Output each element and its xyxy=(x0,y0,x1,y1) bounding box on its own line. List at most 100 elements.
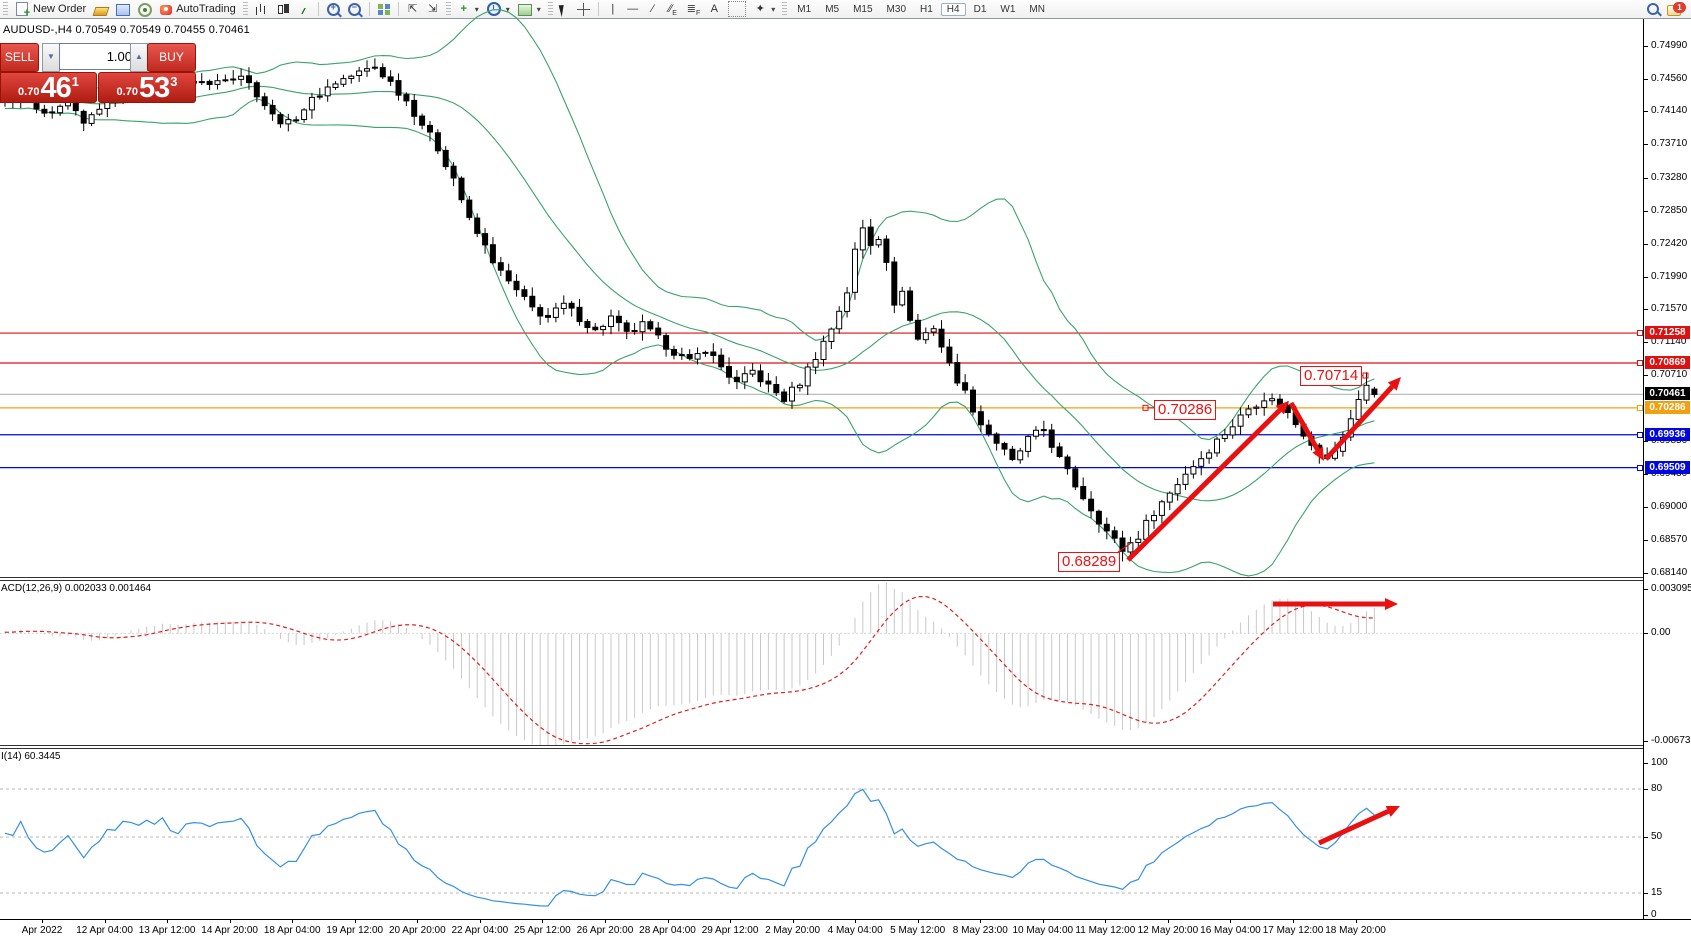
crosshair-tool-button[interactable] xyxy=(573,2,594,17)
trend-arrow[interactable] xyxy=(1317,809,1390,846)
date-tick-label: 25 Apr 12:00 xyxy=(514,925,571,936)
buy-price-panel[interactable]: 0.70 53 3 xyxy=(98,72,196,103)
timeframe-button-m1[interactable]: M1 xyxy=(797,3,812,15)
timeframe-button-m15[interactable]: M15 xyxy=(853,3,873,15)
trendline-tool-button[interactable]: ∕ xyxy=(643,1,663,17)
text-tool-button[interactable]: A xyxy=(704,1,724,17)
zoom-in-button[interactable]: + xyxy=(323,2,344,17)
timeframe-button-w1[interactable]: W1 xyxy=(1000,3,1016,15)
bar-chart-button[interactable] xyxy=(251,2,272,16)
horizontal-line-tool-button[interactable]: — xyxy=(623,1,643,17)
chart-shift-button[interactable]: ⇲ xyxy=(423,1,443,17)
timeframe-button-h4[interactable]: H4 xyxy=(940,2,966,16)
toolbar-grip[interactable] xyxy=(445,2,451,16)
templates-icon xyxy=(517,3,532,16)
trend-arrow[interactable] xyxy=(1126,408,1282,562)
date-tick-label: 11 May 12:00 xyxy=(1075,925,1136,936)
buy-price-sup: 3 xyxy=(170,74,178,89)
zoom-out-button[interactable]: − xyxy=(344,2,365,17)
trend-arrow[interactable] xyxy=(1288,401,1320,451)
price-tick-label: 0.73710 xyxy=(1651,138,1688,150)
price-tick-mark xyxy=(1644,243,1648,245)
price-tick-label: 0.73280 xyxy=(1651,171,1688,183)
notifications-button[interactable]: 1 xyxy=(1663,1,1686,17)
timeframe-button-h1[interactable]: H1 xyxy=(920,3,933,15)
price-tick-label: 0.69000 xyxy=(1651,500,1688,512)
candles-layer[interactable] xyxy=(2,58,1378,562)
sell-price-panel[interactable]: 0.70 46 1 xyxy=(0,72,97,103)
timeframe-button-m30[interactable]: M30 xyxy=(886,3,906,15)
time-axis[interactable]: Apr 2022 12 Apr 04:00 13 Apr 12:00 14 Apr 2… xyxy=(0,919,1691,939)
autotrading-button[interactable]: AutoTrading xyxy=(156,2,240,16)
date-tick-label: 8 May 23:00 xyxy=(952,925,1008,936)
data-window-button[interactable] xyxy=(112,2,134,17)
callout-anchor-square[interactable] xyxy=(1362,372,1369,379)
buy-button[interactable]: BUY xyxy=(147,43,196,72)
text-label-icon xyxy=(728,1,747,17)
date-tick-label: 20 Apr 20:00 xyxy=(388,925,446,936)
navigator-button[interactable] xyxy=(134,1,156,18)
price-callout[interactable]: 0.68289 xyxy=(1058,552,1121,572)
trendline-icon: ∕ xyxy=(651,3,654,15)
chart-ohlc-header: AUDUSD-,H4 0.70549 0.70549 0.70455 0.704… xyxy=(3,24,250,36)
date-tick-label: Apr 2022 xyxy=(21,925,63,936)
volume-input[interactable]: 1.00 xyxy=(59,43,139,70)
vertical-line-tool-button[interactable]: | xyxy=(603,1,623,17)
toolbar-grip[interactable] xyxy=(242,2,248,16)
volume-decrease-button[interactable]: ▼ xyxy=(42,43,60,72)
trend-arrow[interactable] xyxy=(1324,384,1395,461)
date-tick-mark xyxy=(479,920,481,923)
text-label-tool-button[interactable] xyxy=(724,0,750,18)
templates-button[interactable]: ▾ xyxy=(514,2,545,17)
line-chart-icon xyxy=(296,3,310,15)
candlestick-chart-button[interactable] xyxy=(272,2,293,16)
trend-arrow-head[interactable] xyxy=(1387,377,1401,391)
equidistant-channel-tool-button[interactable]: ∕∕E xyxy=(663,1,683,17)
timeframe-button-mn[interactable]: MN xyxy=(1029,3,1045,15)
periods-button[interactable]: ▾ xyxy=(483,1,514,17)
level-line-anchor-square xyxy=(1637,330,1643,337)
fibonacci-tool-button[interactable]: ≣F xyxy=(683,1,705,17)
trend-arrow-head[interactable] xyxy=(1385,805,1400,817)
macd-histogram xyxy=(4,582,1375,745)
toolbar-grip[interactable] xyxy=(3,2,8,16)
line-chart-button[interactable] xyxy=(293,2,314,16)
indicators-button[interactable]: + ▾ xyxy=(454,1,483,17)
timeframe-button-d1[interactable]: D1 xyxy=(973,3,987,15)
price-tick-mark xyxy=(1644,46,1648,47)
price-callout[interactable]: 0.70714 xyxy=(1300,366,1363,386)
tile-windows-button[interactable] xyxy=(374,2,394,16)
date-tick-mark xyxy=(1042,920,1044,923)
toolbar-grip[interactable] xyxy=(547,2,553,16)
chat-bubble-icon: 1 xyxy=(1667,1,1686,16)
zoom-in-icon: + xyxy=(326,2,340,16)
date-tick-mark xyxy=(417,920,419,923)
search-button[interactable] xyxy=(1643,2,1663,16)
price-axis[interactable]: 0.74990 0.74560 0.74140 0.73710 0.73280 0.728… xyxy=(1637,19,1691,920)
date-tick-label: 22 Apr 04:00 xyxy=(451,925,509,936)
chevron-down-icon: ▾ xyxy=(536,4,541,14)
timeframe-button-m5[interactable]: M5 xyxy=(825,3,840,15)
toolbar-grip[interactable] xyxy=(782,2,788,16)
auto-scroll-button[interactable]: ⇱ xyxy=(403,1,423,17)
trend-arrow-head[interactable] xyxy=(1385,598,1398,610)
price-tick-mark xyxy=(1644,837,1648,838)
new-order-button[interactable]: New Order xyxy=(11,1,90,19)
volume-increase-button[interactable]: ▲ xyxy=(130,43,148,72)
trend-arrow-head[interactable] xyxy=(1312,446,1324,461)
new-order-icon xyxy=(16,2,30,19)
trend-arrow-head[interactable] xyxy=(1275,401,1289,415)
sell-button[interactable]: SELL xyxy=(0,43,39,72)
date-tick-label: 4 May 04:00 xyxy=(827,925,883,936)
chevron-down-icon: ▾ xyxy=(771,4,776,14)
buy-price-big: 53 xyxy=(138,72,170,104)
bollinger-upper-band xyxy=(4,9,1375,441)
price-callout[interactable]: 0.70286 xyxy=(1154,400,1217,420)
date-tick-mark xyxy=(1167,920,1169,923)
arrows-tool-button[interactable]: ✦ ▾ xyxy=(750,1,779,17)
new-order-label: New Order xyxy=(33,3,87,15)
indicators-icon: + xyxy=(460,3,467,15)
tile-windows-icon xyxy=(377,4,390,15)
